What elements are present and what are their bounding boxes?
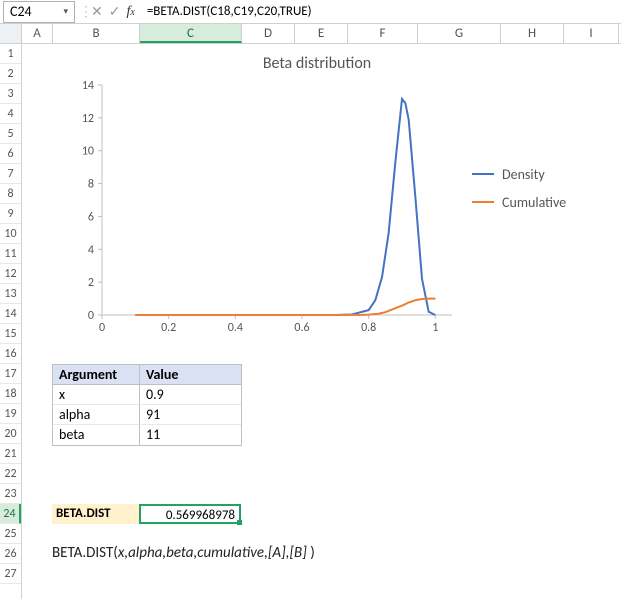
- row-header-9[interactable]: 9: [0, 204, 21, 224]
- table-cell[interactable]: x: [53, 385, 140, 405]
- svg-text:2: 2: [88, 276, 94, 290]
- legend-item: Cumulative: [472, 188, 566, 216]
- row-header-24[interactable]: 24: [0, 504, 21, 524]
- legend-swatch: [472, 173, 494, 175]
- row-header-17[interactable]: 17: [0, 364, 21, 384]
- row-header-3[interactable]: 3: [0, 84, 21, 104]
- name-box-value: C24: [10, 3, 32, 20]
- row-header-1[interactable]: 1: [0, 44, 21, 64]
- table-row: x0.9: [53, 385, 241, 405]
- row-header-22[interactable]: 22: [0, 464, 21, 484]
- active-cell[interactable]: 0.569968978: [139, 504, 241, 524]
- svg-text:0.8: 0.8: [361, 321, 376, 335]
- row-header-12[interactable]: 12: [0, 264, 21, 284]
- col-header-G[interactable]: G: [418, 24, 501, 43]
- row-header-14[interactable]: 14: [0, 304, 21, 324]
- svg-text:12: 12: [82, 112, 94, 126]
- select-all[interactable]: [0, 24, 22, 43]
- table-header: Value: [140, 365, 241, 385]
- legend-label: Cumulative: [502, 194, 566, 211]
- row-header-25[interactable]: 25: [0, 524, 21, 544]
- row-header-16[interactable]: 16: [0, 344, 21, 364]
- col-header-E[interactable]: E: [295, 24, 348, 43]
- svg-text:0: 0: [99, 321, 105, 335]
- svg-text:0: 0: [88, 309, 94, 323]
- chart-title: Beta distribution: [52, 54, 582, 73]
- col-header-C[interactable]: C: [140, 24, 242, 43]
- row-header-5[interactable]: 5: [0, 124, 21, 144]
- svg-text:0.2: 0.2: [161, 321, 176, 335]
- svg-text:0.4: 0.4: [228, 321, 243, 335]
- col-header-D[interactable]: D: [242, 24, 295, 43]
- legend-item: Density: [472, 160, 566, 188]
- row-header-23[interactable]: 23: [0, 484, 21, 504]
- name-box[interactable]: C24 ▾: [3, 1, 75, 23]
- legend-label: Density: [502, 166, 545, 183]
- chart: Beta distribution 0 2 4 6 8 10 12 14 0 0.2 0.4 0.6 0…: [52, 50, 582, 350]
- result-row: BETA.DIST 0.569968978: [52, 504, 241, 524]
- table-cell[interactable]: 11: [140, 425, 241, 445]
- row-header-21[interactable]: 21: [0, 444, 21, 464]
- row-header-8[interactable]: 8: [0, 184, 21, 204]
- table-cell[interactable]: beta: [53, 425, 140, 445]
- svg-text:0.6: 0.6: [294, 321, 309, 335]
- formula-bar: C24 ▾ ⋮ ✕ ✓ fx =BETA.DIST(C18,C19,C20,TR…: [0, 0, 621, 24]
- chart-legend: Density Cumulative: [472, 160, 566, 216]
- cells-area[interactable]: Beta distribution 0 2 4 6 8 10 12 14 0 0.2 0.4 0.6 0…: [22, 44, 621, 599]
- col-header-F[interactable]: F: [348, 24, 418, 43]
- col-header-B[interactable]: B: [53, 24, 140, 43]
- col-header-A[interactable]: A: [22, 24, 53, 43]
- syntax-text: BETA.DIST(x,alpha,beta,cumulative,[A],[B…: [52, 544, 315, 562]
- row-header-13[interactable]: 13: [0, 284, 21, 304]
- svg-text:1: 1: [432, 321, 438, 335]
- row-header-10[interactable]: 10: [0, 224, 21, 244]
- formula-icons: ✕ ✓ fx: [85, 3, 141, 20]
- table-row: alpha91: [53, 405, 241, 425]
- legend-swatch: [472, 201, 494, 203]
- row-header-7[interactable]: 7: [0, 164, 21, 184]
- row-header-6[interactable]: 6: [0, 144, 21, 164]
- row-header-19[interactable]: 19: [0, 404, 21, 424]
- formula-input[interactable]: =BETA.DIST(C18,C19,C20,TRUE): [141, 4, 621, 19]
- row-header-2[interactable]: 2: [0, 64, 21, 84]
- col-header-H[interactable]: H: [501, 24, 564, 43]
- table-header: Argument: [53, 365, 140, 385]
- row-headers: 1234567891011121314151617181920212223242…: [0, 44, 22, 599]
- result-label: BETA.DIST: [52, 504, 139, 524]
- column-headers: ABCDEFGHI: [0, 24, 621, 44]
- chart-plot: 0246810121400.20.40.60.81: [82, 80, 452, 330]
- row-header-26[interactable]: 26: [0, 544, 21, 564]
- cancel-icon[interactable]: ✕: [91, 3, 103, 20]
- row-header-18[interactable]: 18: [0, 384, 21, 404]
- svg-text:4: 4: [88, 243, 94, 257]
- fx-icon[interactable]: fx: [126, 4, 134, 20]
- svg-text:10: 10: [82, 145, 94, 159]
- svg-text:8: 8: [88, 178, 94, 192]
- col-header-I[interactable]: I: [564, 24, 619, 43]
- row-header-4[interactable]: 4: [0, 104, 21, 124]
- row-header-15[interactable]: 15: [0, 324, 21, 344]
- arguments-table: ArgumentValuex0.9alpha91beta11: [52, 364, 242, 446]
- accept-icon[interactable]: ✓: [109, 3, 121, 20]
- svg-text:6: 6: [88, 210, 94, 224]
- table-cell[interactable]: 91: [140, 405, 241, 425]
- row-header-11[interactable]: 11: [0, 244, 21, 264]
- svg-text:14: 14: [82, 79, 94, 93]
- table-cell[interactable]: 0.9: [140, 385, 241, 405]
- table-row: beta11: [53, 425, 241, 445]
- table-cell[interactable]: alpha: [53, 405, 140, 425]
- row-header-20[interactable]: 20: [0, 424, 21, 444]
- row-header-27[interactable]: 27: [0, 564, 21, 584]
- chevron-down-icon[interactable]: ▾: [63, 6, 68, 17]
